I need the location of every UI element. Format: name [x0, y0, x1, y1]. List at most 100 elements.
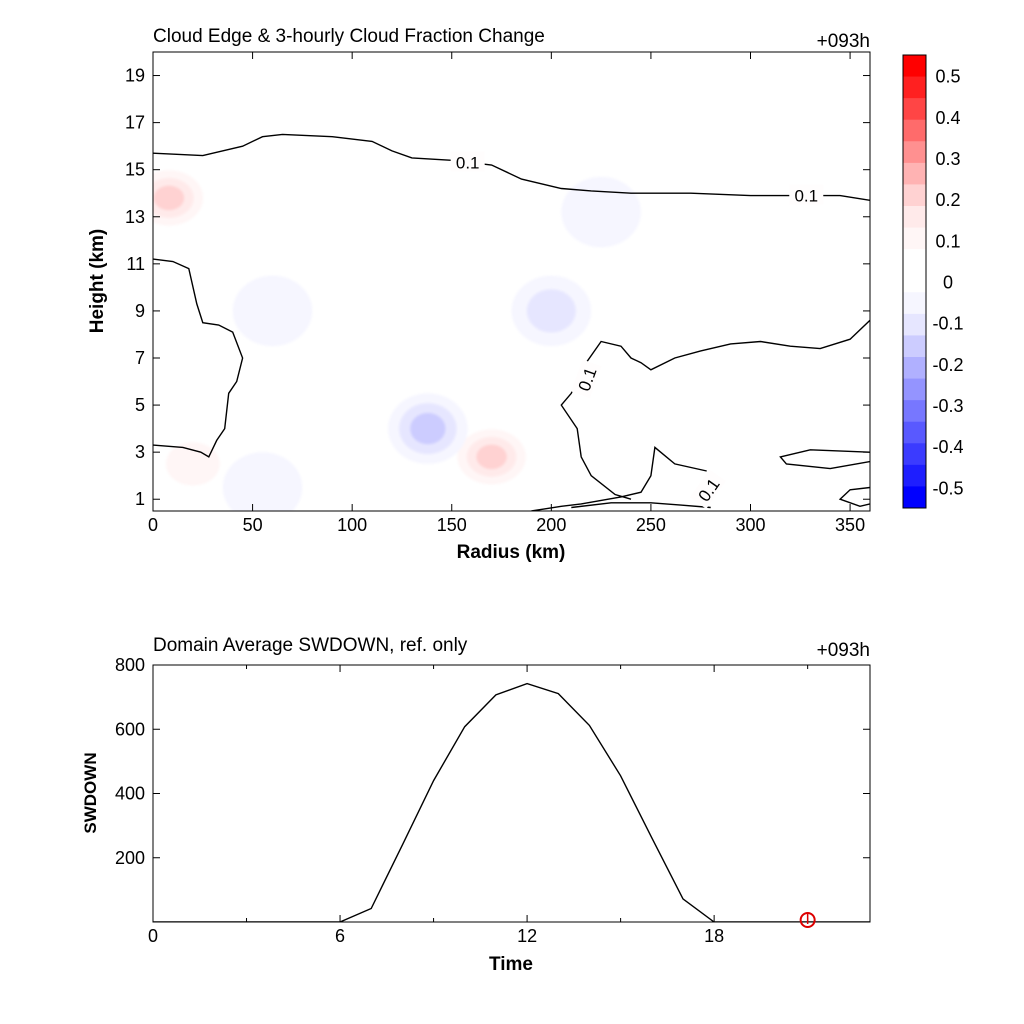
cloud-edge-contour: [838, 486, 870, 508]
y-tick-label: 1: [135, 489, 145, 509]
y-tick-label: 3: [135, 442, 145, 462]
y-tick-label: 200: [115, 848, 145, 868]
x-axis-label: Time: [489, 954, 533, 975]
anomaly-cell: [222, 452, 303, 511]
x-tick-label: 150: [437, 515, 467, 535]
cloud-edge-contour: [153, 258, 244, 458]
anomaly-level: [153, 185, 185, 211]
x-tick-label: 0: [148, 926, 158, 946]
colorbar-block: [903, 206, 926, 229]
y-tick-label: 9: [135, 301, 145, 321]
chart-title: Cloud Edge & 3-hourly Cloud Fraction Cha…: [153, 26, 545, 47]
x-tick-label: 0: [148, 515, 158, 535]
chart-title: Domain Average SWDOWN, ref. only: [153, 635, 468, 656]
anomaly-level: [526, 289, 576, 333]
y-tick-label: 7: [135, 348, 145, 368]
y-tick-label: 11: [126, 254, 145, 274]
contour-label-text: 0.1: [794, 187, 818, 206]
colorbar-block: [903, 55, 926, 78]
x-tick-label: 200: [536, 515, 566, 535]
anomaly-level: [222, 452, 303, 511]
x-tick-label: 50: [243, 515, 263, 535]
cloud-edge-contour: [531, 446, 707, 511]
colorbar-block: [903, 227, 926, 250]
x-tick-label: 100: [337, 515, 367, 535]
colorbar-block: [903, 421, 926, 444]
anomaly-level: [636, 405, 725, 476]
colorbar-label: -0.5: [932, 478, 963, 498]
anomaly-cell: [232, 275, 313, 347]
cloud-fraction-chart: Cloud Edge & 3-hourly Cloud Fraction Cha…: [87, 26, 871, 563]
x-tick-label: 18: [704, 926, 724, 946]
swdown-line: [153, 682, 870, 922]
x-tick-label: 350: [835, 515, 865, 535]
colorbar-label: -0.2: [932, 355, 963, 375]
x-tick-label: 6: [335, 926, 345, 946]
y-axis-label: SWDOWN: [81, 752, 100, 833]
anomaly-cell: [561, 176, 641, 248]
anomaly-level: [348, 252, 436, 323]
colorbar-frame: [902, 54, 927, 509]
colorbar: 0.5 0.4 0.3 0.2 0.1 0 -0.1 -0.2 -0.3 -0.4 -0.5: [902, 54, 964, 509]
colorbar-label: 0.3: [935, 149, 960, 169]
colorbar-block: [903, 270, 926, 293]
x-axis-ticks: 0 50 100 150 200 250 300 350: [148, 52, 865, 535]
plot-frame: [152, 51, 871, 512]
x-axis-label: Radius (km): [457, 542, 566, 563]
colorbar-block: [903, 141, 926, 164]
colorbar-label: 0.5: [935, 67, 960, 87]
anomaly-level: [410, 412, 446, 445]
forecast-time-label: +093h: [817, 31, 870, 52]
contour-label-bg: [689, 469, 726, 509]
colorbar-block: [903, 76, 926, 99]
anomaly-cell: [511, 275, 592, 347]
anomaly-level: [232, 275, 313, 347]
anomaly-cell: [198, 369, 287, 441]
x-tick-label: 300: [735, 515, 765, 535]
contour-label-bg: [450, 151, 485, 172]
anomaly-level: [228, 181, 317, 253]
colorbar-block: [903, 292, 926, 315]
colorbar-block: [903, 357, 926, 380]
anomaly-field: [153, 162, 725, 511]
anomaly-level: [476, 444, 507, 470]
colorbar-blocks: [903, 55, 926, 509]
y-tick-label: 15: [125, 160, 145, 180]
contour-label-bg: [789, 184, 824, 205]
colorbar-label: 0.2: [935, 190, 960, 210]
contour-label-text: 0.1: [456, 154, 480, 173]
colorbar-label: 0: [943, 273, 953, 293]
anomaly-cell: [228, 181, 317, 253]
colorbar-labels: 0.5 0.4 0.3 0.2 0.1 0 -0.1 -0.2 -0.3 -0.4 -0.5: [932, 67, 963, 499]
swdown-series: [153, 682, 870, 922]
anomaly-cell: [636, 405, 725, 476]
colorbar-block: [903, 162, 926, 185]
anomaly-cell: [348, 252, 436, 323]
colorbar-block: [903, 313, 926, 336]
colorbar-block: [903, 335, 926, 358]
colorbar-block: [903, 400, 926, 423]
y-tick-label: 17: [125, 113, 145, 133]
y-tick-label: 5: [135, 395, 145, 415]
colorbar-block: [903, 184, 926, 207]
colorbar-block: [903, 98, 926, 121]
contour-label: 0.1: [571, 359, 602, 399]
colorbar-label: 0.4: [935, 108, 960, 128]
anomaly-level: [165, 442, 220, 486]
colorbar-block: [903, 464, 926, 487]
contour-label: 0.1: [450, 151, 485, 173]
current-time-marker: [799, 912, 816, 928]
cloud-edge-contour: [779, 449, 870, 470]
x-axis-ticks: 0 6 12 18: [148, 665, 809, 946]
colorbar-label: -0.4: [932, 437, 963, 457]
anomaly-cell: [318, 440, 406, 511]
colorbar-block: [903, 443, 926, 466]
contour-label-bg: [571, 359, 602, 399]
contour-label: 0.1: [789, 184, 824, 206]
colorbar-label: 0.1: [935, 231, 960, 251]
y-tick-label: 800: [115, 655, 145, 675]
anomaly-level: [561, 176, 641, 248]
colorbar-block: [903, 119, 926, 142]
